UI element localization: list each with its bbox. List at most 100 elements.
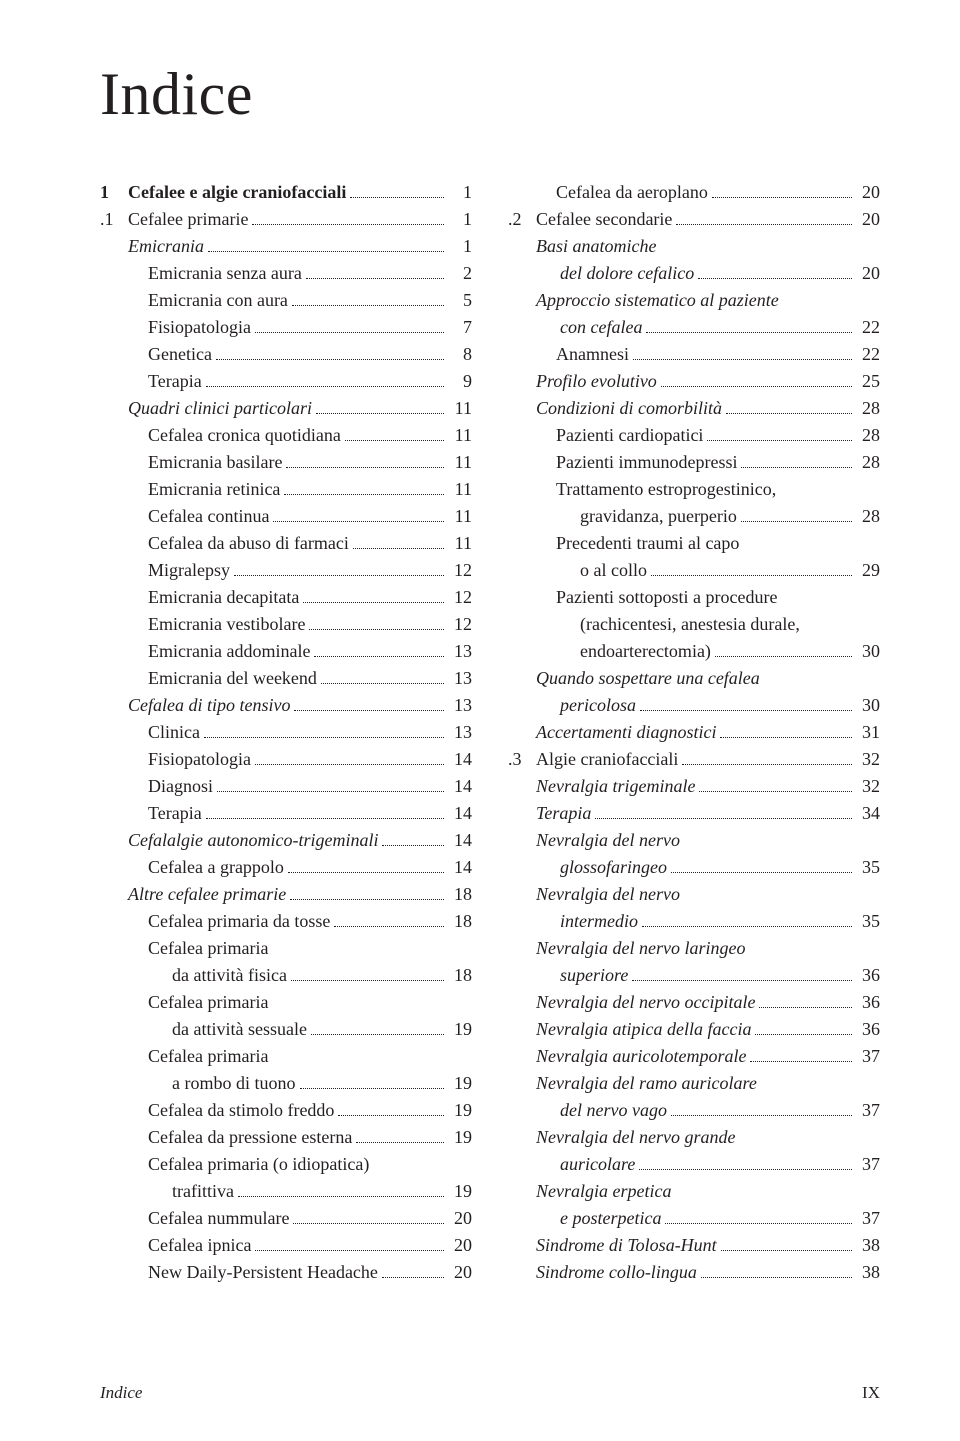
dot-leader [286, 451, 444, 468]
toc-entry: Pazienti cardiopatici 28 [508, 422, 880, 449]
toc-page-number: 20 [856, 260, 880, 287]
toc-label: da attività sessuale [172, 1016, 307, 1043]
page-title: Indice [100, 60, 880, 129]
toc-label: Cefalea primaria da tosse [148, 908, 330, 935]
section-number: .1 [100, 206, 128, 233]
toc-page-number: 1 [448, 179, 472, 206]
toc-entry: Cefalalgie autonomico-trigeminali14 [100, 827, 472, 854]
toc-page-number: 5 [448, 287, 472, 314]
dot-leader [273, 505, 444, 522]
toc-page-number: 28 [856, 449, 880, 476]
toc-page-number: 22 [856, 341, 880, 368]
toc-entry: Approccio sistematico al paziente [508, 287, 880, 314]
toc-page-number: 37 [856, 1043, 880, 1070]
toc-label: superiore [560, 962, 628, 989]
dot-leader [755, 1018, 852, 1035]
toc-label: del nervo vago [560, 1097, 667, 1124]
toc-entry: Nevralgia del ramo auricolare [508, 1070, 880, 1097]
toc-label: Nevralgia del ramo auricolare [536, 1070, 757, 1097]
toc-entry: Cefalea cronica quotidiana11 [100, 422, 472, 449]
dot-leader [338, 1099, 444, 1116]
page-footer: Indice IX [100, 1383, 880, 1403]
toc-entry: Nevralgia del nervo occipitale36 [508, 989, 880, 1016]
dot-leader [661, 370, 852, 387]
toc-page-number: 28 [856, 395, 880, 422]
footer-page-number: IX [862, 1383, 880, 1403]
toc-entry: Cefalea da abuso di farmaci11 [100, 530, 472, 557]
toc-entry-continuation: superiore36 [508, 962, 880, 989]
toc-label: Profilo evolutivo [536, 368, 657, 395]
toc-entry-continuation: con cefalea 22 [508, 314, 880, 341]
toc-label: intermedio [560, 908, 638, 935]
toc-label: (rachicentesi, anestesia durale, [580, 611, 800, 638]
dot-leader [699, 775, 852, 792]
toc-page-number: 28 [856, 422, 880, 449]
toc-label: Cefalea a grappolo [148, 854, 284, 881]
toc-page-number: 11 [448, 476, 472, 503]
toc-label: con cefalea [560, 314, 642, 341]
toc-label: Nevralgia atipica della faccia [536, 1016, 751, 1043]
toc-label: Nevralgia trigeminale [536, 773, 695, 800]
toc-entry-continuation: (rachicentesi, anestesia durale, [508, 611, 880, 638]
toc-label: Clinica [148, 719, 200, 746]
dot-leader [350, 181, 444, 198]
toc-label: Emicrania basilare [148, 449, 282, 476]
toc-label: pericolosa [560, 692, 636, 719]
toc-entry-continuation: a rombo di tuono19 [100, 1070, 472, 1097]
toc-entry: Emicrania con aura5 [100, 287, 472, 314]
chapter-number: 1 [100, 179, 128, 206]
toc-page-number: 20 [448, 1232, 472, 1259]
toc-entry: Migralepsy12 [100, 557, 472, 584]
toc-page-number: 2 [448, 260, 472, 287]
toc-entry: Cefalea primaria (o idiopatica) [100, 1151, 472, 1178]
dot-leader [206, 370, 444, 387]
toc-entry: Genetica8 [100, 341, 472, 368]
toc-label: Accertamenti diagnostici [536, 719, 716, 746]
toc-page-number: 25 [856, 368, 880, 395]
toc-label: gravidanza, puerperio [580, 503, 737, 530]
dot-leader [252, 208, 444, 225]
dot-leader [255, 748, 444, 765]
dot-leader [676, 208, 852, 225]
toc-label: Nevralgia erpetica [536, 1178, 671, 1205]
toc-entry-continuation: glossofaringeo35 [508, 854, 880, 881]
toc-label: Terapia [148, 368, 202, 395]
toc-page-number: 30 [856, 638, 880, 665]
dot-leader [208, 235, 444, 252]
toc-label: Pazienti cardiopatici [556, 422, 703, 449]
toc-page-number: 11 [448, 449, 472, 476]
toc-page-number: 32 [856, 773, 880, 800]
toc-label: Cefalea continua [148, 503, 269, 530]
toc-column-left: 1Cefalee e algie craniofacciali1.1Cefale… [100, 179, 472, 1286]
toc-page-number: 30 [856, 692, 880, 719]
toc-label: Cefalea da pressione esterna [148, 1124, 352, 1151]
toc-label: Cefalee primarie [128, 206, 248, 233]
dot-leader [726, 397, 852, 414]
dot-leader [642, 910, 852, 927]
toc-page-number: 22 [856, 314, 880, 341]
dot-leader [671, 856, 852, 873]
dot-leader [314, 640, 444, 657]
dot-leader [356, 1126, 444, 1143]
toc-page-number: 14 [448, 854, 472, 881]
toc-entry: Precedenti traumi al capo [508, 530, 880, 557]
toc-label: Nevralgia del nervo [536, 827, 680, 854]
dot-leader [293, 1207, 444, 1224]
toc-entry: Fisiopatologia7 [100, 314, 472, 341]
dot-leader [741, 451, 852, 468]
dot-leader [284, 478, 444, 495]
toc-entry: Profilo evolutivo 25 [508, 368, 880, 395]
toc-label: Cefalea nummulare [148, 1205, 289, 1232]
toc-entry: Sindrome di Tolosa-Hunt38 [508, 1232, 880, 1259]
toc-label: Cefalea ipnica [148, 1232, 251, 1259]
toc-entry: Emicrania senza aura2 [100, 260, 472, 287]
dot-leader [321, 667, 444, 684]
toc-label: Cefalea da aeroplano [556, 179, 708, 206]
toc-label: Cefalea primaria [148, 989, 268, 1016]
dot-leader [353, 532, 444, 549]
toc-page-number: 31 [856, 719, 880, 746]
toc-entry: Cefalea primaria [100, 1043, 472, 1070]
toc-label: Algie craniofacciali [536, 746, 678, 773]
toc-label: Quadri clinici particolari [128, 395, 312, 422]
toc-label: Cefalea di tipo tensivo [128, 692, 290, 719]
